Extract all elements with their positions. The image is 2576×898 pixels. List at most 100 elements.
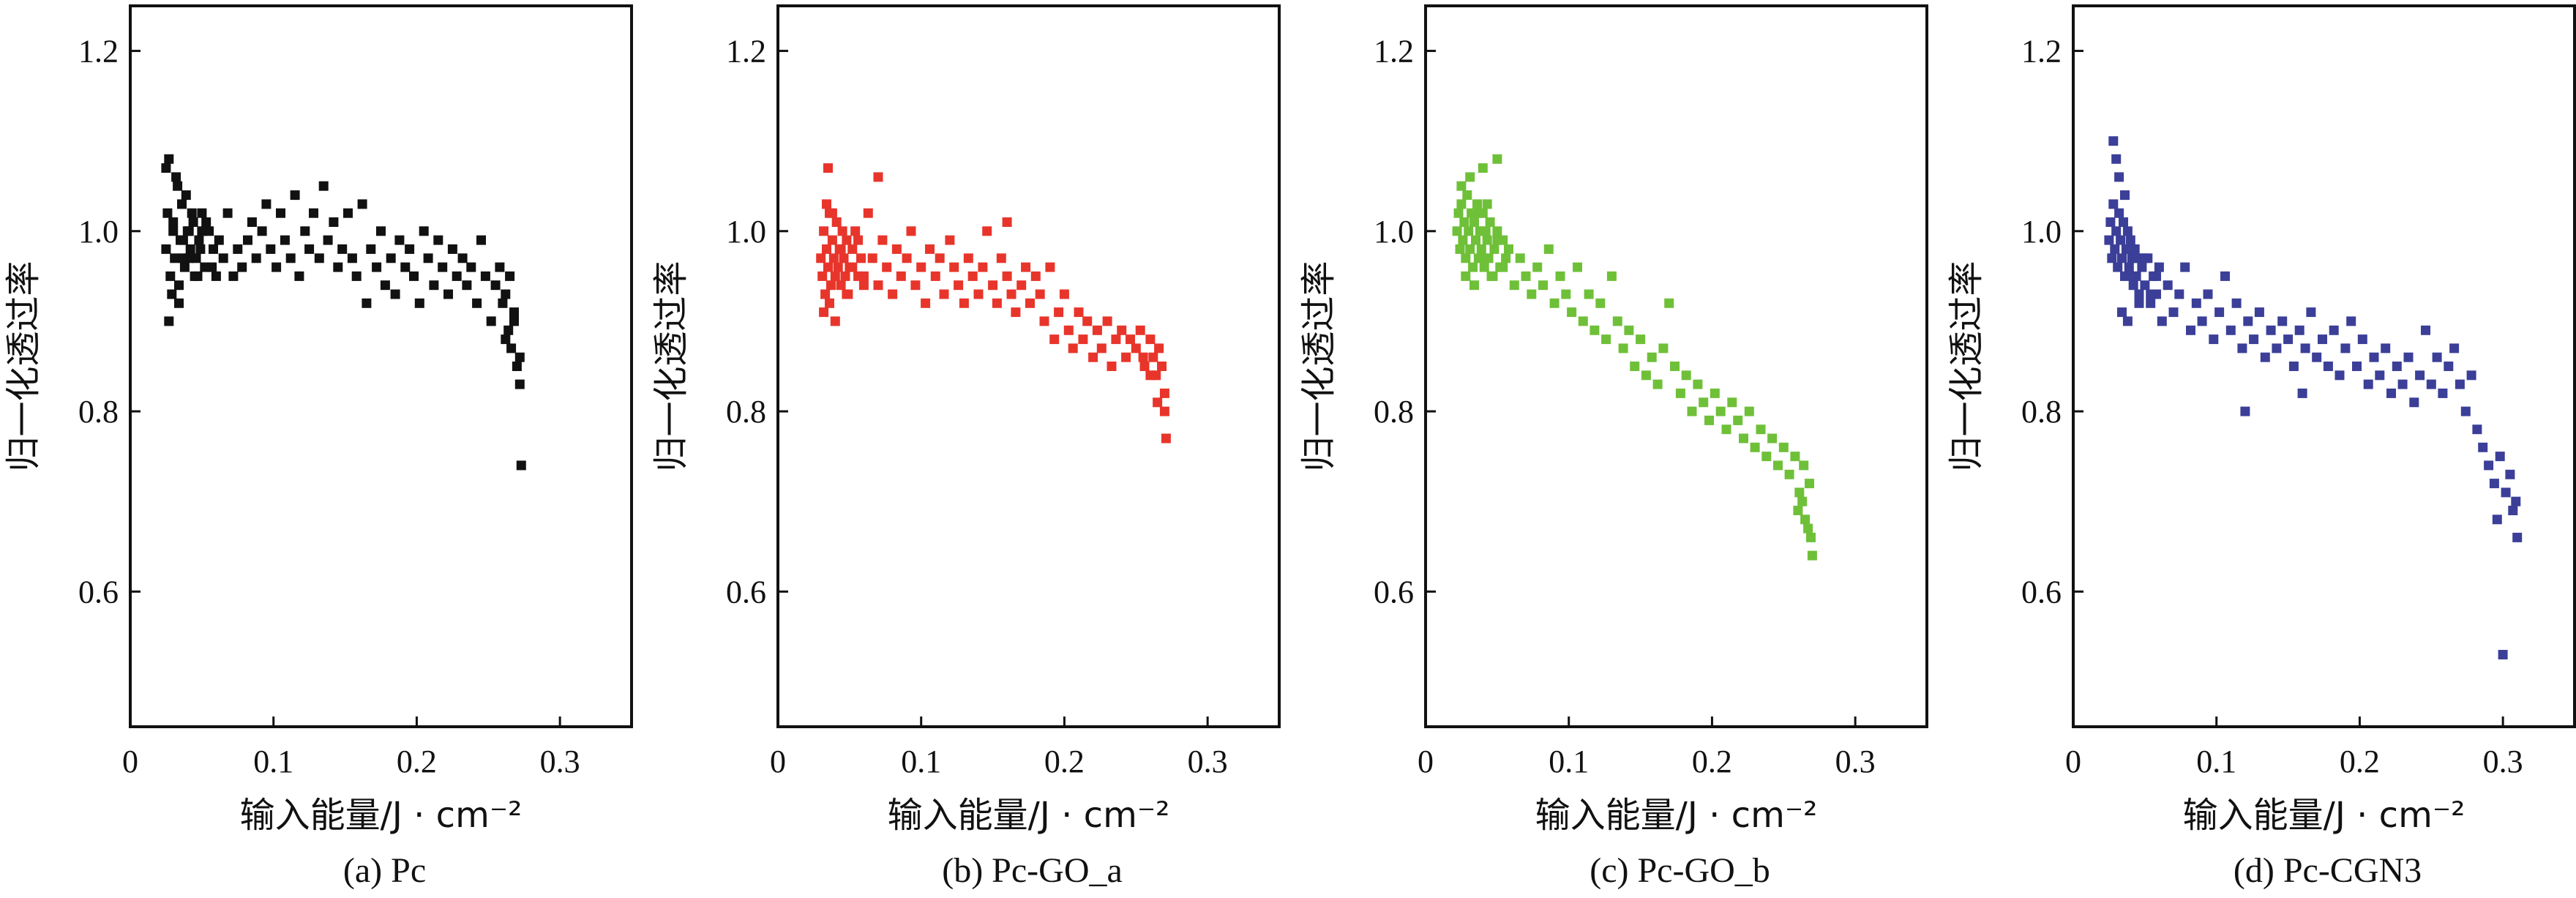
data-point xyxy=(1030,271,1041,281)
data-point xyxy=(2174,289,2184,299)
data-point xyxy=(347,253,357,263)
y-tick-label: 0.6 xyxy=(726,574,766,610)
panel-caption: (c) Pc-GO_b xyxy=(1590,851,1770,890)
data-point xyxy=(967,271,978,281)
data-point xyxy=(873,280,883,291)
data-point xyxy=(819,307,829,318)
data-point xyxy=(351,271,362,281)
data-point xyxy=(1715,406,1726,416)
y-tick-label: 0.6 xyxy=(1374,574,1414,610)
data-point xyxy=(1135,325,1145,335)
data-point xyxy=(828,253,839,263)
data-point xyxy=(1509,280,1519,291)
data-point xyxy=(1549,298,1560,308)
data-point xyxy=(1555,271,1565,281)
data-point xyxy=(2110,244,2120,254)
data-point xyxy=(1082,316,1093,326)
y-tick-label: 0.6 xyxy=(78,574,119,610)
data-point xyxy=(840,271,850,281)
data-point xyxy=(2478,442,2488,452)
data-point xyxy=(191,253,201,263)
x-tick-label: 0.2 xyxy=(397,744,437,779)
data-point xyxy=(2472,424,2482,435)
data-point xyxy=(170,253,180,263)
data-point xyxy=(2260,352,2270,362)
data-point xyxy=(300,226,310,236)
data-point xyxy=(2249,334,2259,345)
plot-frame xyxy=(776,4,1281,728)
x-tick-label: 0.2 xyxy=(1044,744,1085,779)
data-point xyxy=(2283,334,2294,345)
data-point xyxy=(2124,262,2134,272)
x-tick-label: 0 xyxy=(770,744,786,779)
data-point xyxy=(218,253,228,263)
data-point xyxy=(1461,271,1471,281)
data-point xyxy=(1468,262,1478,272)
data-point xyxy=(343,208,353,218)
data-point xyxy=(847,244,858,254)
data-point xyxy=(509,307,519,318)
data-point xyxy=(1482,199,1492,209)
data-point xyxy=(285,253,296,263)
data-point xyxy=(2323,362,2333,371)
data-point xyxy=(318,181,329,191)
data-point xyxy=(490,280,501,291)
data-point xyxy=(405,244,415,254)
y-tick-label: 1.2 xyxy=(1374,34,1414,70)
data-point xyxy=(820,289,831,299)
data-point xyxy=(842,289,852,299)
data-point xyxy=(501,334,511,345)
data-point xyxy=(178,235,188,245)
data-point xyxy=(1488,271,1498,281)
data-point xyxy=(1515,253,1525,263)
x-tick-label: 0.3 xyxy=(540,744,580,779)
data-point xyxy=(466,262,476,272)
data-point xyxy=(1733,415,1743,425)
data-point xyxy=(167,289,177,299)
data-point xyxy=(2108,199,2119,209)
y-tick-label: 1.0 xyxy=(1374,214,1414,250)
data-point xyxy=(819,226,829,236)
data-point xyxy=(988,280,998,291)
data-point xyxy=(2508,506,2518,515)
data-point xyxy=(2191,298,2201,308)
data-point xyxy=(452,271,462,281)
data-point xyxy=(2432,352,2442,362)
data-point xyxy=(858,280,869,291)
data-point xyxy=(495,262,505,272)
data-point xyxy=(2403,352,2414,362)
data-point xyxy=(925,244,935,254)
data-point xyxy=(2133,253,2143,263)
data-point xyxy=(197,226,207,236)
data-point xyxy=(2113,262,2123,272)
data-point xyxy=(827,235,837,245)
data-point xyxy=(916,262,926,272)
data-point xyxy=(394,235,405,245)
data-point xyxy=(2122,226,2133,236)
data-point xyxy=(516,460,526,471)
data-point xyxy=(2489,479,2499,489)
data-point xyxy=(1078,334,1088,345)
data-point xyxy=(2108,136,2119,146)
data-point xyxy=(2312,352,2322,362)
data-point xyxy=(2444,362,2454,371)
data-point xyxy=(1805,479,1814,489)
y-tick-label: 0.8 xyxy=(1374,394,1414,430)
data-point xyxy=(1790,452,1800,462)
data-point xyxy=(309,208,318,218)
data-point xyxy=(1006,289,1016,299)
data-point xyxy=(194,235,204,245)
data-point xyxy=(314,253,324,263)
data-point xyxy=(1744,406,1754,416)
data-point xyxy=(214,235,224,245)
data-point xyxy=(197,208,207,218)
x-axis-title: 输入能量/J · cm⁻² xyxy=(2183,795,2465,836)
data-point xyxy=(1478,253,1488,263)
data-point xyxy=(2288,362,2299,371)
data-point xyxy=(2415,370,2425,381)
data-point xyxy=(414,298,424,308)
data-point xyxy=(2140,280,2150,291)
data-point xyxy=(1778,442,1789,452)
data-point xyxy=(2128,271,2138,281)
data-point xyxy=(1159,388,1169,398)
